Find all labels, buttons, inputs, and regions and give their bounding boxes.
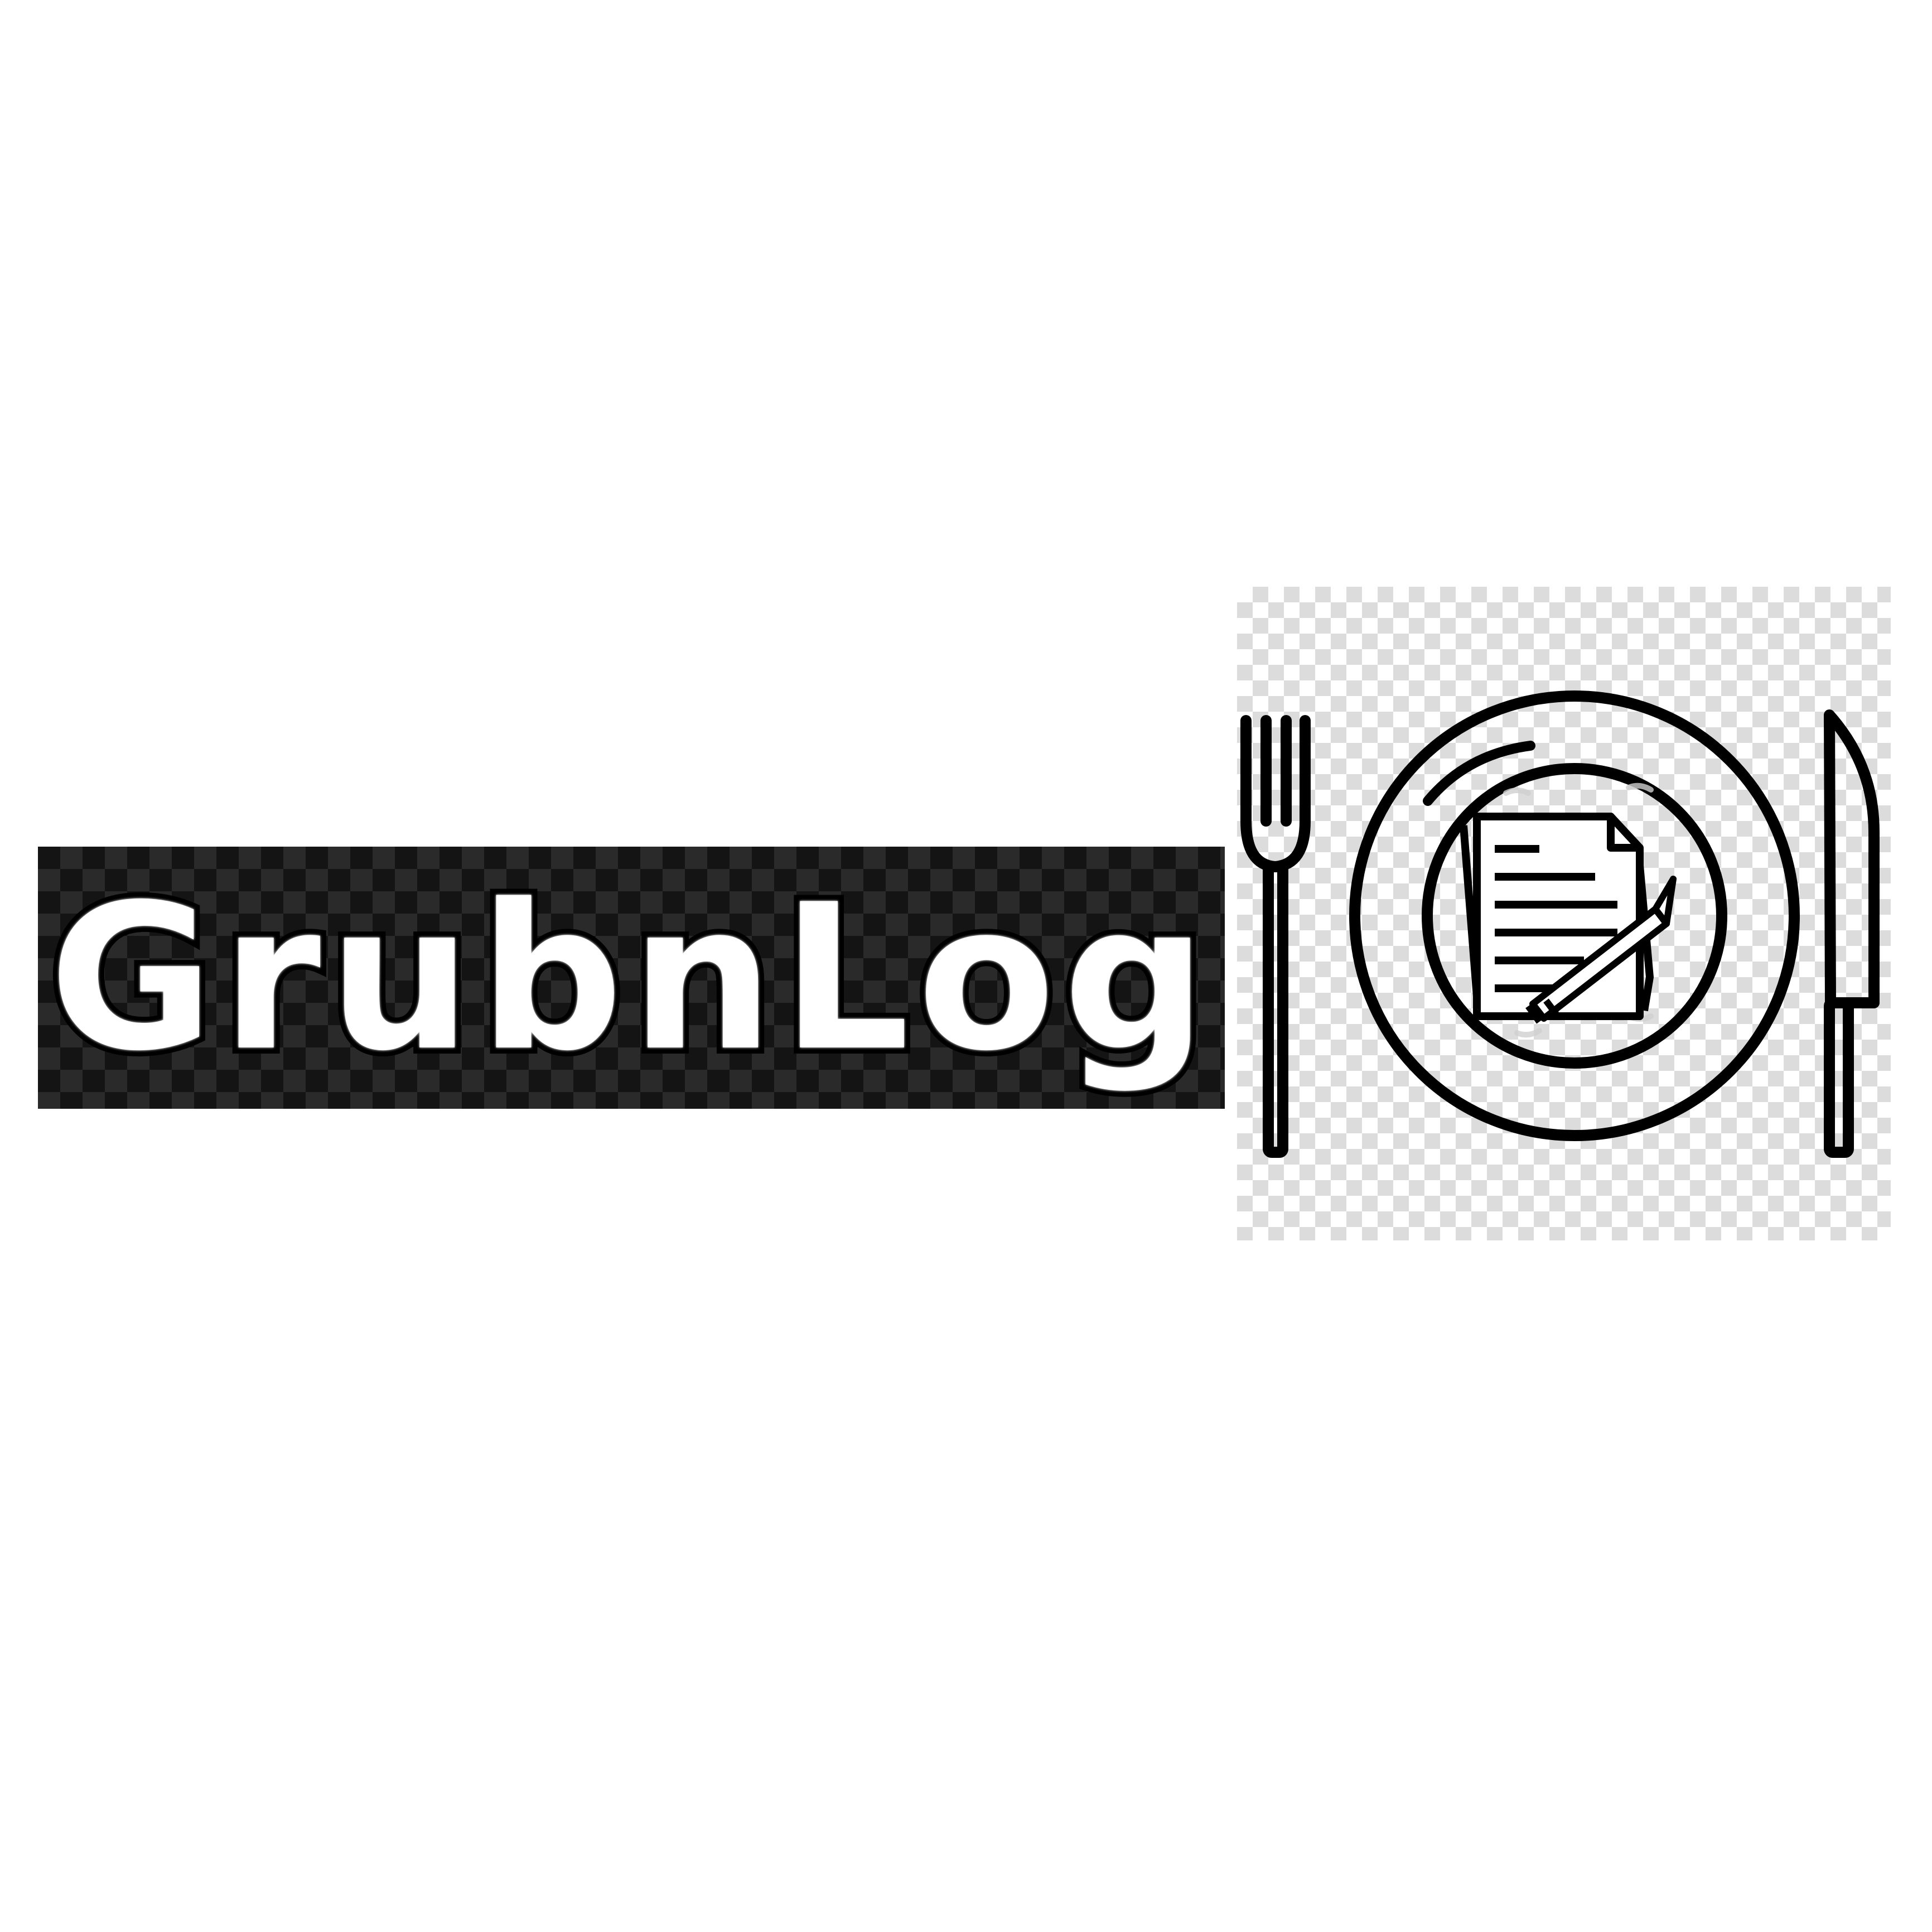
fork-icon [1240, 715, 1311, 1158]
wordmark-text: GrubnLog [43, 855, 1215, 1101]
wordmark-plate: GrubnLog [38, 847, 1225, 1109]
plate-icon [1349, 690, 1800, 1141]
emblem-graphic [1240, 690, 1880, 1158]
pencil-icon [1525, 876, 1677, 1024]
knife-icon [1824, 709, 1880, 1158]
